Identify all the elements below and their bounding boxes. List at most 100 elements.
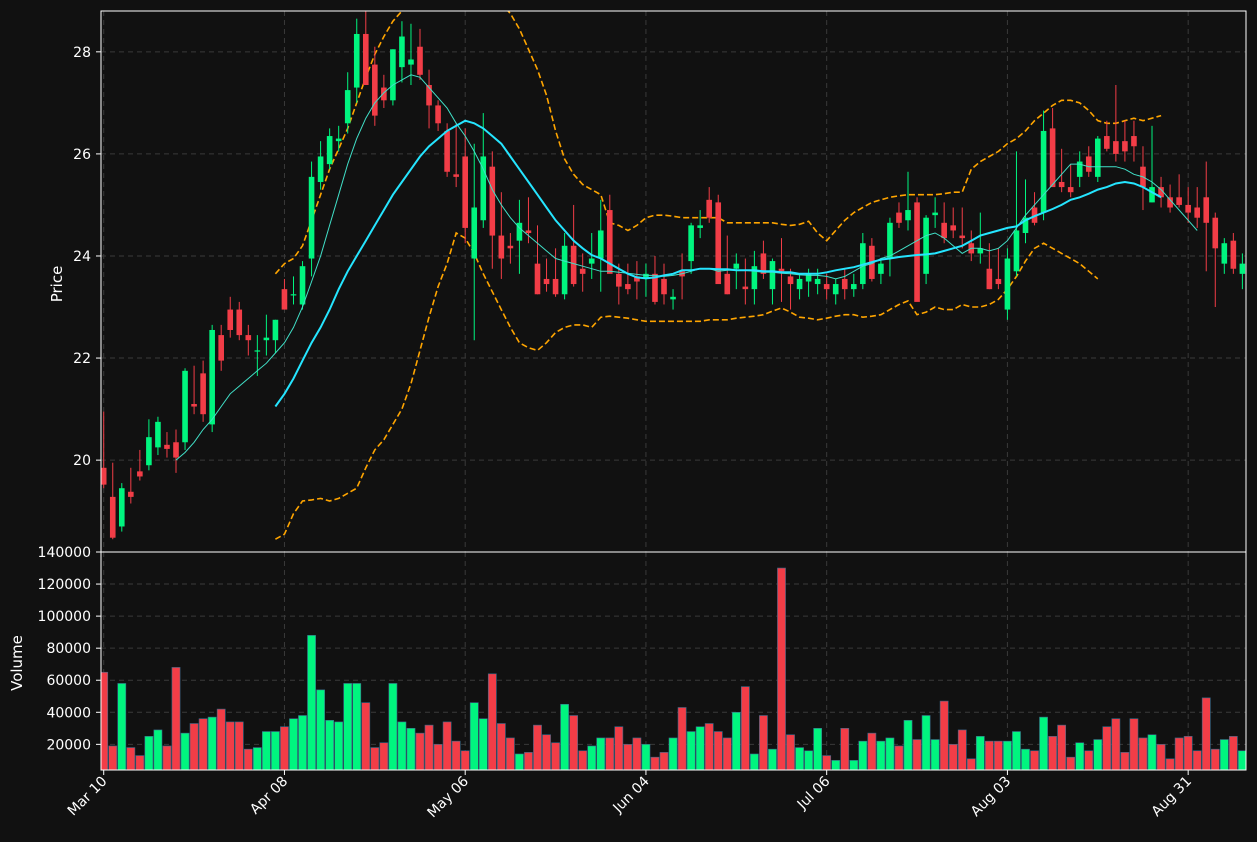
volume-bar [316, 689, 325, 770]
volume-bar [1210, 748, 1220, 770]
volume-bar [876, 740, 886, 770]
volume-bar [298, 715, 307, 770]
volume-bar [117, 683, 127, 770]
candle-body [308, 176, 315, 259]
candle-body [272, 319, 279, 341]
volume-bar [596, 737, 606, 770]
candle-body [507, 245, 514, 249]
candle-body [950, 225, 956, 231]
candle-body [841, 278, 848, 290]
volume-bar [912, 739, 922, 770]
volume-bar [370, 747, 380, 770]
candle-body [579, 268, 586, 274]
volume-bar [216, 708, 226, 770]
candle-body [977, 248, 984, 254]
candle-body [1131, 136, 1137, 147]
candle-body [1212, 217, 1219, 249]
candle-body [751, 266, 758, 290]
candle-body [218, 335, 224, 361]
candle-body [435, 105, 441, 124]
candle-body [263, 337, 270, 341]
candle-body [390, 49, 396, 101]
candle-body [941, 222, 947, 239]
candle-body [1176, 197, 1182, 205]
volume-bar [795, 747, 804, 770]
candle-body [832, 284, 839, 295]
volume-bar [849, 760, 859, 770]
volume-bar [1201, 697, 1211, 770]
volume-bar [614, 726, 624, 770]
candle-body [299, 266, 306, 305]
candle-body [118, 488, 125, 527]
candle-body [742, 286, 749, 290]
volume-bar [994, 740, 1003, 770]
candle-body [860, 243, 866, 285]
candle-body [191, 403, 197, 407]
volume-bar [307, 635, 316, 770]
candle-body [326, 136, 333, 165]
volume-bar [207, 716, 217, 770]
volume-bar [460, 750, 470, 770]
candle-body [155, 421, 161, 448]
candle-body [200, 373, 206, 415]
volume-bar [252, 747, 262, 770]
candle-body [661, 278, 667, 295]
volume-bar [144, 736, 154, 770]
candle-body [399, 36, 405, 68]
volume-bar [1219, 739, 1229, 770]
volume-bar [1021, 748, 1030, 770]
volume-bar [1165, 758, 1175, 770]
candle-body [480, 156, 487, 221]
volume-bar [1138, 737, 1148, 770]
candle-body [769, 261, 776, 290]
volume-bar [750, 753, 759, 770]
volume-bar [713, 731, 723, 770]
volume-bar [487, 673, 497, 770]
candle-body [498, 235, 505, 259]
ma-slow-line [274, 119, 1162, 408]
candle-body [796, 278, 803, 290]
volume-bars [101, 567, 1246, 770]
candle-body [164, 444, 170, 449]
candle-body [634, 276, 640, 282]
volume-bar [108, 745, 118, 770]
volume-bar [1030, 750, 1039, 770]
candle-body [462, 156, 468, 228]
candle-body [805, 273, 812, 282]
volume-bar [280, 726, 289, 770]
volume-bar [903, 720, 913, 770]
candle-body [335, 138, 342, 142]
volume-bar [343, 683, 353, 770]
candle-body [814, 278, 821, 285]
volume-bar [560, 703, 569, 770]
volume-bar [135, 755, 145, 770]
price-tick-label: 24 [73, 249, 91, 265]
volume-bar [379, 742, 389, 770]
candle-body [362, 33, 369, 86]
volume-bar [867, 732, 877, 770]
candle-body [1085, 156, 1092, 172]
candle-body [1040, 130, 1047, 213]
volume-bar [1093, 739, 1103, 770]
volume-tick-label: 100000 [38, 609, 91, 625]
volume-bar [388, 683, 398, 770]
volume-bar [442, 721, 452, 770]
volume-bar [1102, 726, 1112, 770]
volume-bar [804, 750, 813, 770]
volume-bar [1066, 756, 1076, 770]
candle-body [923, 217, 929, 274]
candle-body [453, 174, 459, 177]
candle-body [995, 278, 1002, 285]
volume-bar [1228, 736, 1238, 770]
volume-axis-label: Volume [8, 635, 26, 691]
candle-body [236, 309, 243, 336]
price-tick-label: 28 [73, 45, 91, 61]
volume-bar [496, 723, 506, 770]
volume-bar [1156, 744, 1166, 770]
candle-body [1194, 207, 1201, 218]
candle-body [959, 235, 966, 239]
candle-body [146, 437, 152, 466]
volume-bar [948, 744, 958, 770]
volume-bar [225, 721, 235, 770]
candle-body [724, 273, 731, 295]
